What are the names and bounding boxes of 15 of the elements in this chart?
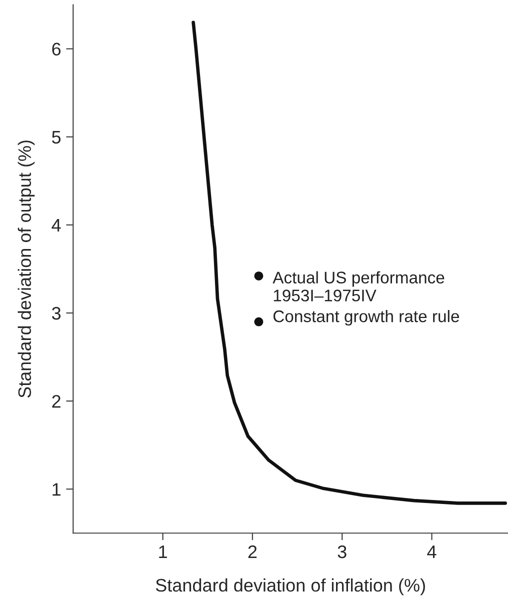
annotation: Constant growth rate rule bbox=[273, 310, 460, 326]
y-tick-label: 4 bbox=[52, 219, 61, 232]
y-tick-label: 1 bbox=[52, 483, 60, 496]
x-axis-title: Standard deviation of inflation (%) bbox=[156, 578, 425, 596]
y-tick-label: 5 bbox=[52, 130, 61, 144]
x-tick-label: 4 bbox=[427, 546, 436, 558]
x-tick-label: 1 bbox=[159, 546, 167, 558]
y-tick-label: 2 bbox=[52, 394, 60, 408]
y-tick-label: 3 bbox=[52, 306, 61, 320]
y-tick-label: 6 bbox=[52, 42, 61, 56]
annotation: Actual US performance 1953I–1975IV bbox=[272, 271, 444, 302]
x-tick-label: 3 bbox=[338, 545, 346, 558]
x-tick-label: 2 bbox=[248, 545, 257, 558]
line-series bbox=[192, 20, 507, 505]
y-axis-title: Standard deviation of output (%) bbox=[18, 140, 35, 398]
